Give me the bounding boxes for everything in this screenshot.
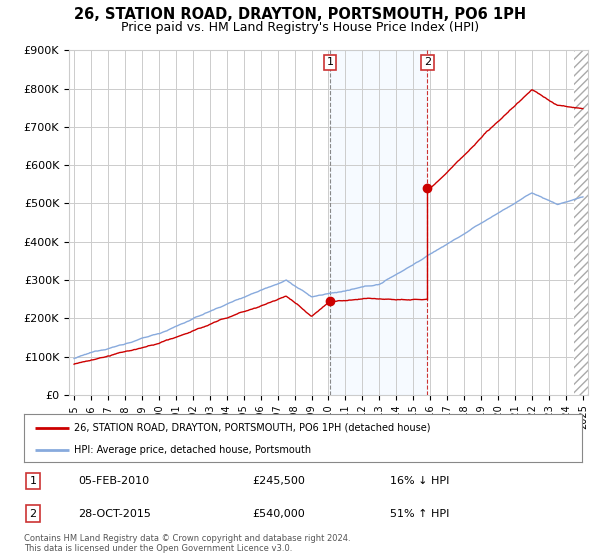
Text: 28-OCT-2015: 28-OCT-2015 [78,508,151,519]
Text: 51% ↑ HPI: 51% ↑ HPI [390,508,449,519]
Text: 2: 2 [29,508,37,519]
Bar [574,50,600,395]
Text: 1: 1 [326,57,334,67]
Text: £245,500: £245,500 [252,476,305,486]
Bar [574,50,600,395]
Text: £540,000: £540,000 [252,508,305,519]
Text: 16% ↓ HPI: 16% ↓ HPI [390,476,449,486]
Text: 05-FEB-2010: 05-FEB-2010 [78,476,149,486]
Text: 1: 1 [29,476,37,486]
Text: 26, STATION ROAD, DRAYTON, PORTSMOUTH, PO6 1PH (detached house): 26, STATION ROAD, DRAYTON, PORTSMOUTH, P… [74,423,431,433]
Text: Contains HM Land Registry data © Crown copyright and database right 2024.
This d: Contains HM Land Registry data © Crown c… [24,534,350,553]
Text: HPI: Average price, detached house, Portsmouth: HPI: Average price, detached house, Port… [74,445,311,455]
Text: 2: 2 [424,57,431,67]
Bar [330,50,427,395]
Text: Price paid vs. HM Land Registry's House Price Index (HPI): Price paid vs. HM Land Registry's House … [121,21,479,34]
Text: 26, STATION ROAD, DRAYTON, PORTSMOUTH, PO6 1PH: 26, STATION ROAD, DRAYTON, PORTSMOUTH, P… [74,7,526,22]
